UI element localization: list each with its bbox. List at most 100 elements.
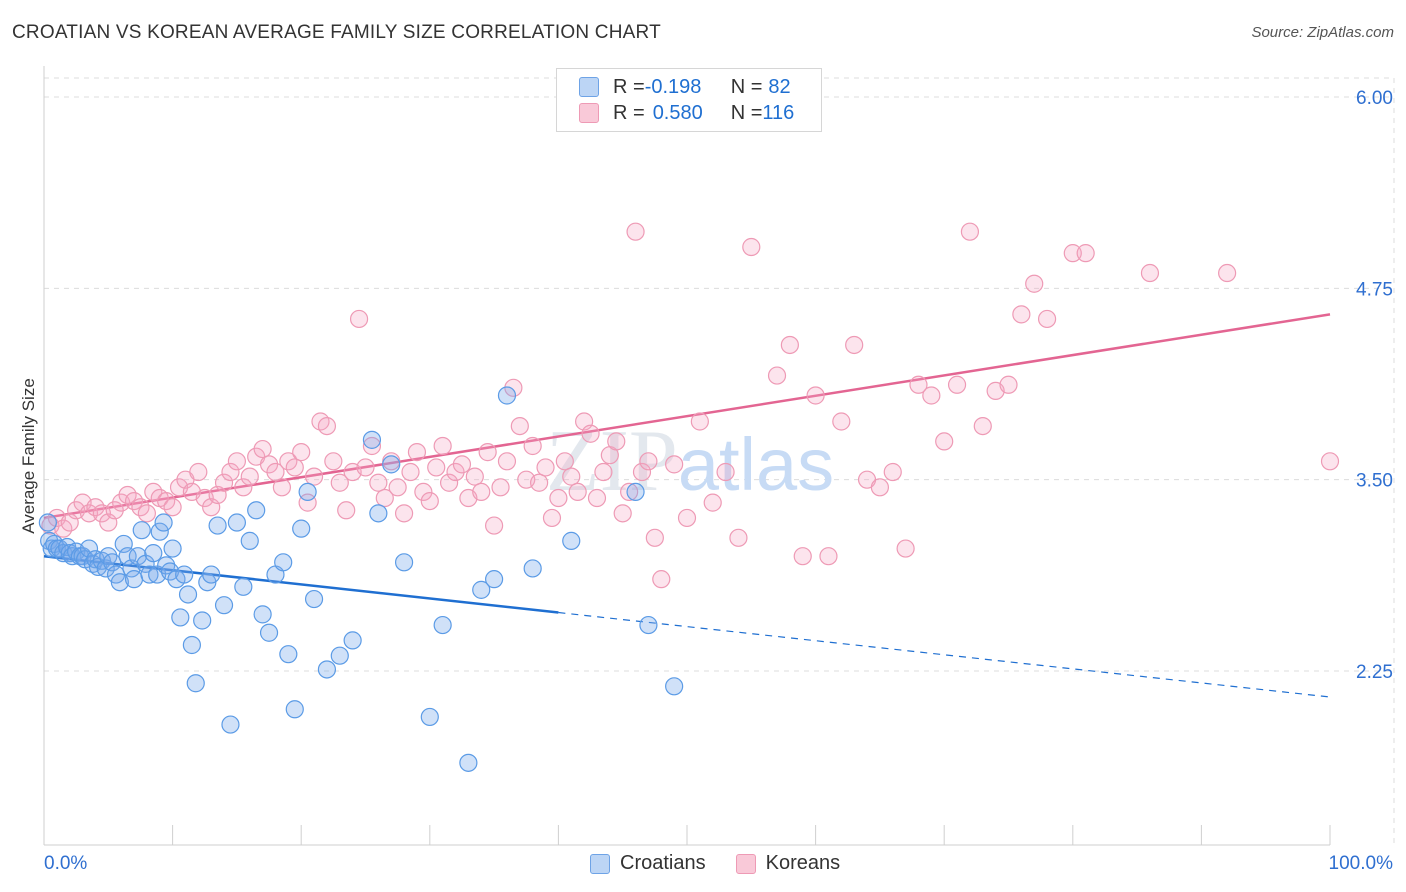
r-label: R =: [613, 101, 645, 124]
koreans-point: [240, 467, 259, 486]
koreans-point: [285, 458, 304, 477]
koreans-point: [369, 473, 388, 492]
koreans-point: [137, 504, 156, 523]
croatians-point: [253, 605, 272, 624]
legend-row-koreans: R = 0.580 N = 116: [579, 100, 794, 126]
croatians-point: [420, 707, 439, 727]
croatians-point: [304, 589, 324, 609]
koreans-point: [613, 504, 632, 523]
koreans-point: [832, 412, 851, 431]
r-label: R =: [613, 75, 645, 98]
koreans-point: [439, 473, 459, 492]
correlation-legend: R = -0.198 N = 82 R = 0.580 N = 116: [556, 68, 822, 132]
koreans-point: [999, 375, 1018, 394]
koreans-point: [221, 462, 240, 482]
koreans-point: [530, 473, 549, 492]
croatians-point: [110, 573, 129, 592]
koreans-point: [677, 508, 697, 528]
croatians-point: [485, 570, 504, 589]
legend-row-croatians: R = -0.198 N = 82: [579, 74, 791, 100]
koreans-point: [780, 335, 799, 355]
legend-item-croatians[interactable]: Croatians: [590, 852, 706, 875]
koreans-point: [819, 547, 838, 566]
koreans-point: [935, 432, 954, 451]
croatians-point: [523, 559, 542, 578]
croatians-point: [472, 580, 491, 599]
croatians-point: [150, 522, 169, 541]
koreans-point: [542, 508, 562, 528]
y-tick-label: 3.50: [1356, 471, 1393, 492]
croatians-point: [459, 753, 478, 772]
koreans-point: [767, 366, 787, 385]
y-tick-label: 4.75: [1356, 279, 1393, 300]
koreans-point: [311, 412, 330, 431]
koreans-point: [626, 222, 645, 241]
koreans-point: [549, 488, 568, 508]
croatians-point: [128, 547, 147, 566]
croatians-point: [202, 565, 221, 584]
croatians-point: [298, 482, 317, 502]
croatians-point: [227, 513, 246, 532]
koreans-point: [1140, 263, 1160, 283]
koreans-point: [594, 462, 613, 482]
croatians-trend-line: [43, 554, 559, 614]
croatians-point: [394, 553, 414, 572]
koreans-point: [742, 237, 761, 257]
koreans-point: [652, 570, 671, 589]
croatians-legend-label: Croatians: [620, 852, 706, 874]
koreans-point: [632, 462, 652, 482]
koreans-point: [960, 222, 980, 241]
koreans-point: [1025, 274, 1044, 293]
koreans-point: [317, 416, 337, 436]
y-tick-label: 6.00: [1356, 88, 1393, 109]
koreans-point: [587, 488, 607, 508]
croatians-point: [639, 615, 658, 635]
y-axis-label: Average Family Size: [19, 378, 38, 534]
croatians-point: [317, 660, 337, 679]
series-legend: Croatians Koreans: [590, 852, 870, 875]
koreans-point: [388, 478, 407, 497]
koreans-point: [214, 473, 234, 492]
croatians-point: [214, 596, 234, 615]
croatians-point: [38, 513, 57, 532]
r-value: -0.198: [644, 75, 702, 98]
koreans-point: [1320, 452, 1340, 471]
koreans-point: [375, 488, 394, 508]
koreans-trend-line: [43, 313, 1331, 520]
koreans-point: [639, 452, 658, 471]
croatians-point: [140, 565, 159, 584]
koreans-point: [472, 482, 491, 502]
croatians-point: [193, 611, 212, 630]
croatians-point: [175, 565, 194, 584]
n-value: 116: [762, 101, 795, 124]
croatians-point: [79, 539, 99, 558]
croatians-point: [221, 715, 240, 734]
legend-item-koreans[interactable]: Koreans: [735, 852, 840, 875]
koreans-point: [394, 504, 414, 523]
tick-labels: 2.25 3.50 4.75 6.00 0.0% 100.0%: [44, 88, 1393, 874]
koreans-point: [420, 491, 439, 511]
croatians-point: [279, 645, 298, 664]
chart-title: CROATIAN VS KOREAN AVERAGE FAMILY SIZE C…: [12, 22, 661, 43]
croatians-point: [178, 585, 198, 604]
koreans-point: [452, 455, 472, 474]
koreans-point: [607, 432, 626, 451]
koreans-point: [568, 482, 587, 502]
koreans-point: [491, 478, 510, 497]
koreans-point: [536, 458, 555, 477]
koreans-point: [909, 375, 928, 394]
croatians-point: [330, 646, 349, 665]
koreans-point: [562, 467, 581, 486]
koreans-point: [427, 458, 446, 477]
croatians-point: [274, 553, 293, 572]
koreans-point: [292, 443, 311, 462]
koreans-point: [1037, 309, 1057, 329]
koreans-point: [497, 452, 517, 471]
croatians-point: [186, 674, 205, 693]
koreans-point: [555, 452, 574, 471]
r-value: 0.580: [652, 101, 703, 124]
trend-lines: [43, 313, 1331, 698]
croatians-point: [240, 531, 259, 550]
koreans-point: [1076, 244, 1095, 263]
croatians-point: [626, 482, 645, 502]
